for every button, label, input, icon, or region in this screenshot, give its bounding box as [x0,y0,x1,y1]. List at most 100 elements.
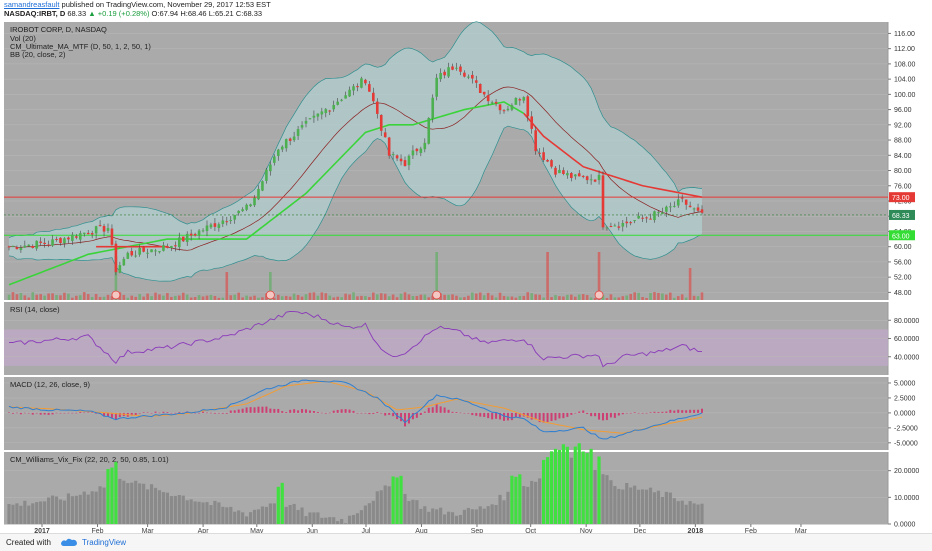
vix-bar [502,500,506,524]
macd-histogram-bar [356,412,359,414]
macd-histogram-bar [415,412,418,418]
vix-bar [233,511,237,524]
candle-body [142,246,145,252]
macd-histogram-bar [431,407,434,413]
volume-bar [407,294,411,300]
volume-bar [554,295,557,300]
candle-body [55,238,58,240]
candle-body [78,233,82,240]
candle-body [593,179,597,182]
tradingview-brand[interactable]: TradingView [82,538,127,547]
macd-histogram-bar [107,412,109,417]
candle-body [71,234,74,241]
last-price-box [889,209,915,220]
volume-bar [542,297,545,300]
vix-alert-bar [565,446,569,524]
vix-bar [652,492,657,524]
macd-histogram-bar [312,411,315,413]
candle-body [253,197,256,206]
volume-bar [102,296,106,300]
volume-bar [360,295,363,300]
candle-body [39,241,42,243]
volume-bar [546,252,549,300]
vix-bar [336,521,340,524]
volume-bar [657,292,660,300]
candle-body [514,98,518,105]
vix-alert-bar [110,467,114,524]
vix-bar [324,517,328,524]
volume-bar [629,293,633,300]
volume-bar [257,297,260,300]
volume-bar [43,295,46,300]
symbol-label: NASDAQ:IRBT, D [4,9,66,18]
macd-histogram-bar [59,412,62,414]
author-link[interactable]: samandreasfault [4,0,60,9]
candle-body [138,247,141,255]
vix-bar [629,487,633,524]
macd-histogram-bar [249,407,252,413]
vix-alert-bar [553,448,558,524]
candle-body [383,132,387,138]
volume-bar [379,293,383,300]
macd-histogram-bar [170,412,173,414]
volume-bar [411,295,415,300]
volume-bar [158,294,161,300]
candle-body [94,226,98,234]
candle-body [130,251,134,256]
vix-bar [482,508,486,524]
vix-bar [633,485,637,524]
macd-histogram-bar [174,412,177,414]
bollinger-lower-line [8,125,703,282]
vix-alert-bar [561,444,565,524]
candle-body [415,148,419,152]
candle-body [27,244,31,247]
volume-bar [213,296,217,300]
candle-body [336,101,339,105]
volume-bar [372,292,375,300]
vix-bar [526,486,530,524]
y-tick-label: 76.00 [894,183,912,190]
macd-histogram-bar [447,409,450,413]
tradingview-logo-icon[interactable] [60,537,78,547]
earnings-marker-icon [266,290,275,300]
vix-bar [530,480,534,524]
volume-bar [696,296,700,300]
candle-body [522,97,526,101]
volume-bar [617,297,621,300]
vix-bar [15,503,19,524]
macd-histogram-bar [368,412,371,415]
macd-histogram-bar [83,412,86,414]
volume-bar [253,295,256,300]
vix-bar [486,506,490,524]
volume-bar [106,294,110,300]
vix-bar [656,490,661,524]
candle-body [364,79,367,84]
macd-histogram-bar [475,412,478,416]
vix-bar [70,496,74,524]
macd-histogram-bar [392,412,395,417]
candle-body [221,220,225,225]
volume-bar [59,295,62,300]
candle-body [494,101,498,104]
macd-histogram-bar [637,412,640,414]
candle-body [375,101,379,114]
volume-bar [581,294,585,300]
candle-body [423,142,427,150]
macd-histogram-bar [673,410,676,413]
rsi-band-fill [4,329,888,366]
vix-bar [23,500,27,524]
vix-bar [31,503,35,524]
chart-svg[interactable]: 116.00 112.00 108.00 104.00 100.00 96.00 92.00… [0,18,932,533]
volume-bar [530,293,534,300]
candle-body [47,244,50,246]
volume-bar [67,293,70,300]
volume-bar [237,292,240,300]
macd-histogram-bar [701,408,703,413]
candle-body [641,217,644,219]
candle-body [35,240,39,249]
vix-bar [304,516,308,524]
macd-histogram-bar [625,412,628,414]
macd-histogram-bar [257,406,260,413]
volume-bar [688,268,692,300]
candle-body [114,243,118,273]
